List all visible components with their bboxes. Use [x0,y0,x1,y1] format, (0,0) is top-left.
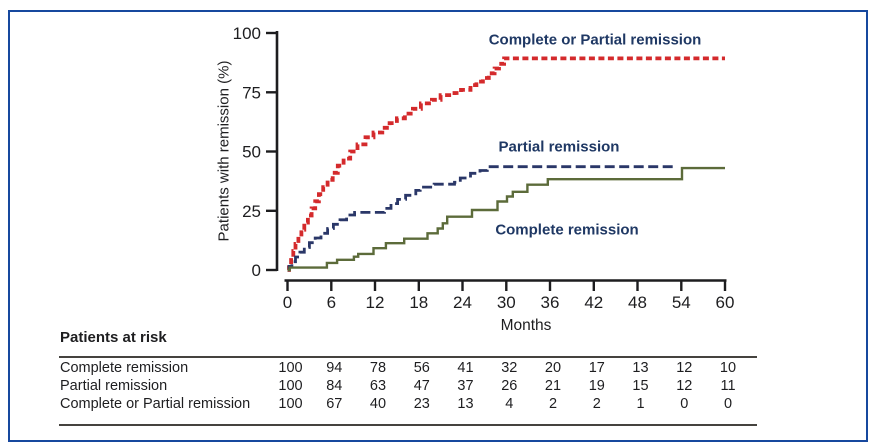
x-tick-label: 12 [366,293,385,312]
risk-cell: 84 [326,378,343,394]
risk-cell: 40 [369,396,387,412]
y-tick-label: 50 [242,143,261,162]
risk-cell: 0 [680,396,689,412]
risk-cell: 20 [544,360,562,376]
x-tick-label: 54 [672,293,691,312]
risk-cell: 94 [326,360,343,376]
risk-cell: 67 [326,396,343,412]
risk-cell: 100 [278,378,303,394]
risk-cell: 37 [457,378,474,394]
risk-table-top-rule [59,356,757,358]
x-tick-label: 42 [584,293,603,312]
curve-complete-or-partial-remission [287,56,725,272]
y-axis-title: Patients with remission (%) [215,60,233,242]
x-tick-label: 48 [628,293,647,312]
risk-cell: 32 [501,360,518,376]
risk-cell: 1 [636,396,645,412]
legend-partial-remission: Partial remission [498,138,620,156]
risk-cell: 15 [632,378,649,394]
risk-cell: 47 [413,378,430,394]
risk-cell: 10 [719,360,737,376]
risk-cell: 13 [632,360,649,376]
risk-cell: 26 [501,378,518,394]
risk-cell: 12 [676,378,693,394]
risk-row-label-partial-remission: Partial remission [60,378,168,394]
y-tick-label: 100 [233,24,261,43]
y-tick-label: 0 [252,261,261,280]
risk-row-label-complete-or-partial-remission: Complete or Partial remission [60,396,251,412]
risk-table-title: Patients at risk [60,329,167,346]
figure-border [8,10,868,442]
legend-complete-or-partial-remission: Complete or Partial remission [488,31,702,49]
x-tick-label: 0 [283,293,292,312]
risk-cell: 12 [676,360,693,376]
risk-table-bottom-rule [59,424,757,426]
curve-partial-remission [287,165,674,272]
x-tick-label: 60 [716,293,735,312]
x-tick-label: 30 [497,293,516,312]
risk-cell: 41 [457,360,474,376]
risk-cell: 2 [548,396,558,412]
risk-cell: 4 [505,396,514,412]
risk-cell: 63 [369,378,387,394]
curve-complete-remission [287,166,725,272]
x-tick-label: 24 [453,293,472,312]
y-tick-label: 25 [242,202,261,221]
risk-cell: 100 [278,360,303,376]
risk-cell: 78 [369,360,387,376]
risk-cell: 13 [457,396,474,412]
risk-cell: 17 [588,360,605,376]
risk-cell: 19 [588,378,605,394]
risk-cell: 23 [413,396,430,412]
x-tick-label: 18 [409,293,428,312]
risk-row-label-complete-remission: Complete remission [60,360,189,376]
risk-cell: 0 [723,396,733,412]
risk-cell: 56 [413,360,430,376]
risk-cell: 100 [278,396,303,412]
risk-cell: 11 [720,378,736,394]
risk-cell: 21 [544,378,562,394]
x-tick-label: 36 [541,293,560,312]
risk-cell: 2 [592,396,601,412]
y-tick-label: 75 [242,83,261,102]
x-tick-label: 6 [327,293,336,312]
x-axis-title: Months [500,317,552,334]
legend-complete-remission: Complete remission [495,221,639,239]
